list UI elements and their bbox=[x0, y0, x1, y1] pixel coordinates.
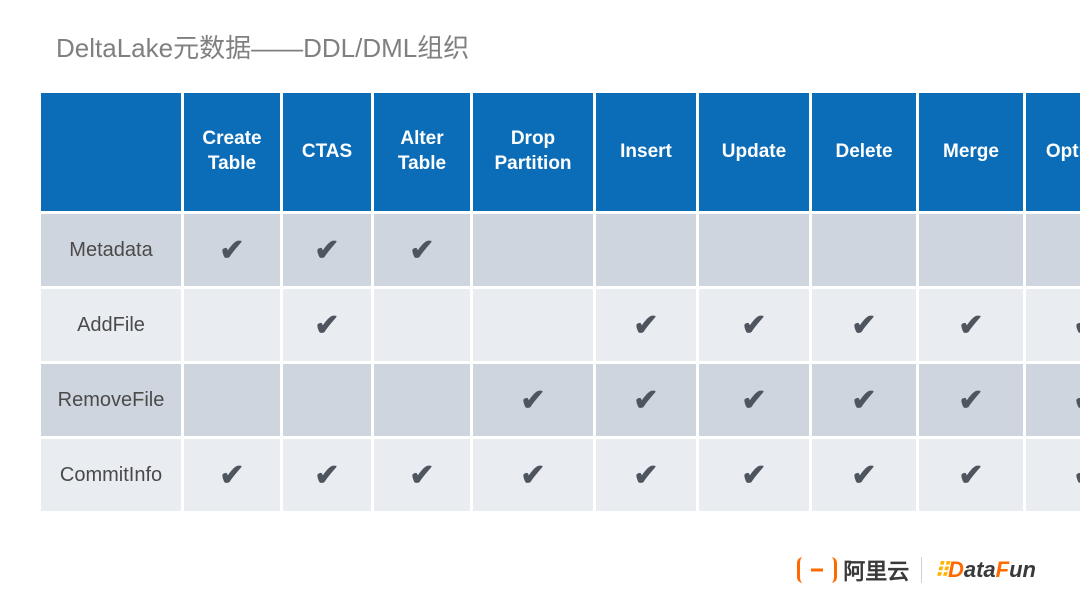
datafun-f: F bbox=[996, 557, 1009, 582]
row-label: AddFile bbox=[41, 289, 181, 361]
aliyun-bracket-icon bbox=[797, 557, 837, 583]
table-cell: ✔ bbox=[596, 289, 696, 361]
row-label: Metadata bbox=[41, 214, 181, 286]
check-icon: ✔ bbox=[219, 234, 244, 267]
column-header: AlterTable bbox=[374, 93, 470, 211]
table-cell: ✔ bbox=[699, 289, 809, 361]
table-cell bbox=[374, 289, 470, 361]
footer-separator bbox=[921, 557, 922, 583]
table-cell: ✔ bbox=[184, 214, 280, 286]
table-cell: ✔ bbox=[812, 439, 916, 511]
check-icon: ✔ bbox=[314, 309, 339, 342]
check-icon: ✔ bbox=[314, 459, 339, 492]
check-icon: ✔ bbox=[958, 459, 983, 492]
check-icon: ✔ bbox=[520, 459, 545, 492]
table-cell: ✔ bbox=[812, 364, 916, 436]
column-header: Insert bbox=[596, 93, 696, 211]
table-cell bbox=[1026, 214, 1080, 286]
table-cell bbox=[283, 364, 371, 436]
column-header: Optimize bbox=[1026, 93, 1080, 211]
check-icon: ✔ bbox=[1073, 384, 1080, 417]
check-icon: ✔ bbox=[958, 384, 983, 417]
check-icon: ✔ bbox=[314, 234, 339, 267]
table-header-row: CreateTableCTASAlterTableDropPartitionIn… bbox=[41, 93, 1080, 211]
table-cell: ✔ bbox=[473, 364, 593, 436]
column-header: CreateTable bbox=[184, 93, 280, 211]
check-icon: ✔ bbox=[409, 459, 434, 492]
check-icon: ✔ bbox=[633, 309, 658, 342]
check-icon: ✔ bbox=[219, 459, 244, 492]
table-cell: ✔ bbox=[374, 214, 470, 286]
table-cell: ✔ bbox=[473, 439, 593, 511]
table-cell: ✔ bbox=[283, 439, 371, 511]
ddl-dml-table: CreateTableCTASAlterTableDropPartitionIn… bbox=[38, 90, 1042, 514]
check-icon: ✔ bbox=[520, 384, 545, 417]
table-corner bbox=[41, 93, 181, 211]
datafun-dots-icon: ⠿ bbox=[934, 560, 946, 582]
check-icon: ✔ bbox=[741, 459, 766, 492]
table-cell: ✔ bbox=[699, 364, 809, 436]
check-icon: ✔ bbox=[851, 459, 876, 492]
table-cell: ✔ bbox=[596, 439, 696, 511]
table-body: Metadata ✔ ✔ ✔ AddFile ✔ ✔ ✔ ✔ ✔ ✔ RemoveFile ✔ ✔ ✔ ✔ ✔ ✔… bbox=[41, 214, 1080, 511]
table-row: RemoveFile ✔ ✔ ✔ ✔ ✔ ✔ bbox=[41, 364, 1080, 436]
column-header: Update bbox=[699, 93, 809, 211]
table-row: Metadata ✔ ✔ ✔ bbox=[41, 214, 1080, 286]
check-icon: ✔ bbox=[1073, 309, 1080, 342]
check-icon: ✔ bbox=[958, 309, 983, 342]
table-cell: ✔ bbox=[283, 289, 371, 361]
table-cell bbox=[699, 214, 809, 286]
datafun-un: un bbox=[1009, 557, 1036, 582]
table-cell: ✔ bbox=[812, 289, 916, 361]
aliyun-label: 阿里云 bbox=[843, 554, 909, 586]
table-row: CommitInfo ✔ ✔ ✔ ✔ ✔ ✔ ✔ ✔ ✔ bbox=[41, 439, 1080, 511]
table-cell bbox=[812, 214, 916, 286]
row-label: CommitInfo bbox=[41, 439, 181, 511]
check-icon: ✔ bbox=[633, 384, 658, 417]
table-cell: ✔ bbox=[1026, 289, 1080, 361]
check-icon: ✔ bbox=[851, 309, 876, 342]
check-icon: ✔ bbox=[1073, 459, 1080, 492]
table-cell bbox=[473, 214, 593, 286]
table-cell: ✔ bbox=[184, 439, 280, 511]
footer-brand: 阿里云 ⠿DataFun bbox=[797, 554, 1036, 586]
table-cell bbox=[374, 364, 470, 436]
column-header: Merge bbox=[919, 93, 1023, 211]
table-cell: ✔ bbox=[1026, 439, 1080, 511]
page-title: DeltaLake元数据——DDL/DML组织 bbox=[56, 28, 469, 65]
table-cell: ✔ bbox=[1026, 364, 1080, 436]
column-header: CTAS bbox=[283, 93, 371, 211]
datafun-d: D bbox=[948, 557, 964, 582]
check-icon: ✔ bbox=[633, 459, 658, 492]
aliyun-logo: 阿里云 bbox=[797, 554, 909, 586]
table-cell: ✔ bbox=[919, 364, 1023, 436]
table-cell: ✔ bbox=[919, 289, 1023, 361]
table-cell: ✔ bbox=[283, 214, 371, 286]
table-cell bbox=[919, 214, 1023, 286]
check-icon: ✔ bbox=[741, 384, 766, 417]
table-row: AddFile ✔ ✔ ✔ ✔ ✔ ✔ bbox=[41, 289, 1080, 361]
table-cell bbox=[184, 289, 280, 361]
check-icon: ✔ bbox=[851, 384, 876, 417]
row-label: RemoveFile bbox=[41, 364, 181, 436]
datafun-ata: ata bbox=[964, 557, 996, 582]
column-header: DropPartition bbox=[473, 93, 593, 211]
table-cell bbox=[184, 364, 280, 436]
table-cell: ✔ bbox=[596, 364, 696, 436]
datafun-logo: ⠿DataFun bbox=[934, 557, 1036, 583]
table-cell: ✔ bbox=[919, 439, 1023, 511]
table-cell bbox=[596, 214, 696, 286]
table-cell: ✔ bbox=[374, 439, 470, 511]
check-icon: ✔ bbox=[741, 309, 766, 342]
column-header: Delete bbox=[812, 93, 916, 211]
table: CreateTableCTASAlterTableDropPartitionIn… bbox=[38, 90, 1080, 514]
table-cell: ✔ bbox=[699, 439, 809, 511]
check-icon: ✔ bbox=[409, 234, 434, 267]
table-cell bbox=[473, 289, 593, 361]
